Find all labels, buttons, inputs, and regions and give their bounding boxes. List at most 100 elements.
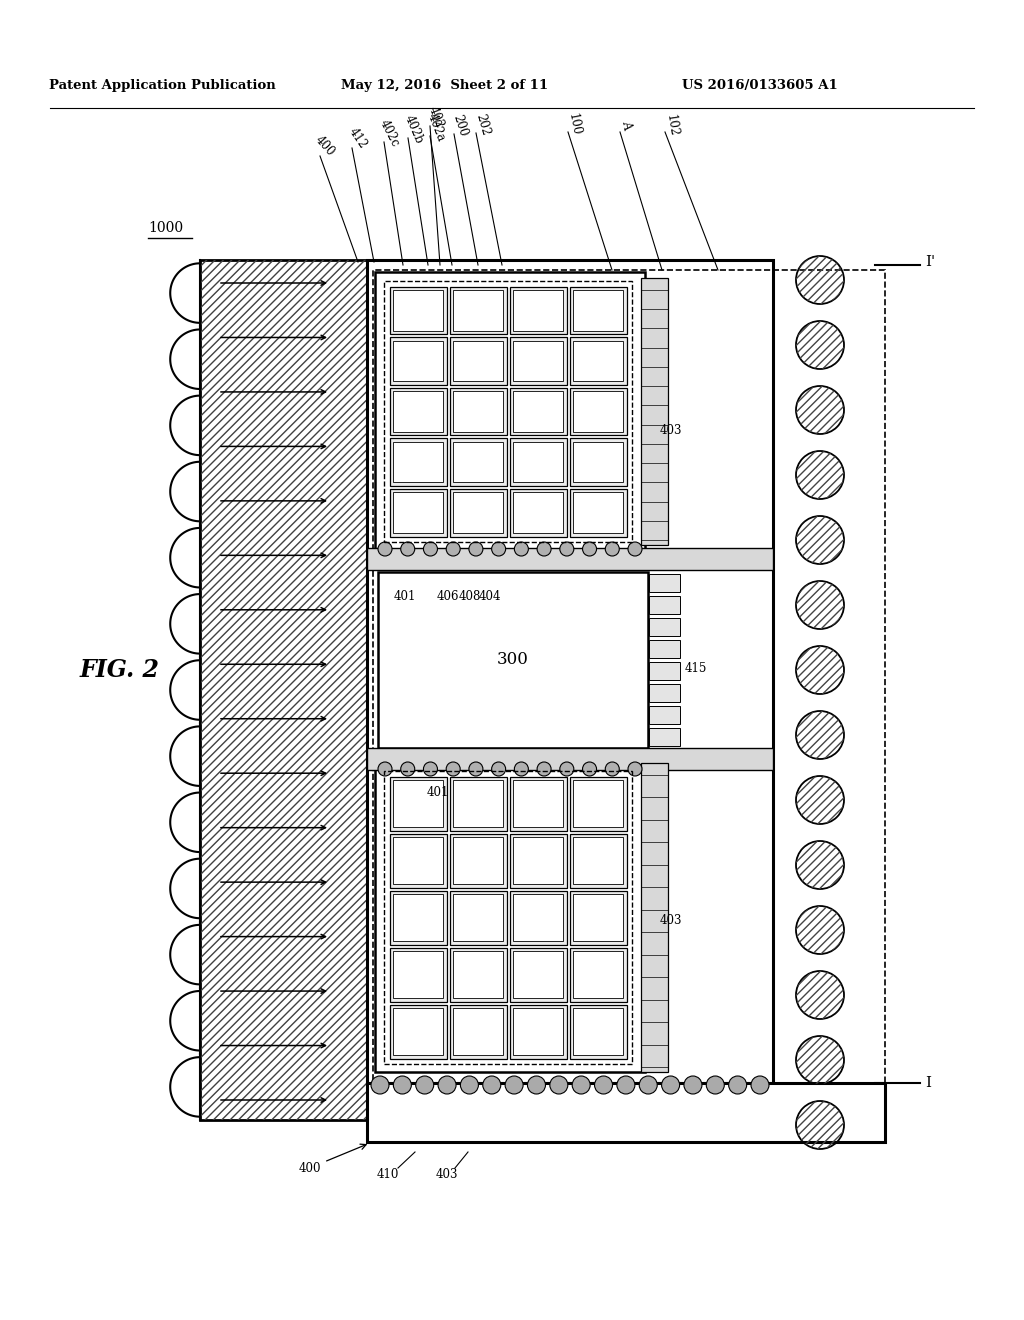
- Bar: [450, 388, 507, 436]
- Bar: [649, 618, 680, 636]
- Bar: [373, 271, 885, 1082]
- Text: 410: 410: [377, 1168, 399, 1181]
- Bar: [649, 597, 680, 614]
- Bar: [649, 706, 680, 723]
- Bar: [513, 950, 563, 998]
- Bar: [367, 748, 773, 770]
- Bar: [453, 837, 503, 884]
- Bar: [510, 337, 566, 384]
- Bar: [573, 492, 623, 533]
- Bar: [393, 442, 443, 482]
- Bar: [513, 894, 563, 941]
- Bar: [573, 1008, 623, 1055]
- Bar: [569, 776, 627, 830]
- Circle shape: [639, 1076, 657, 1094]
- Circle shape: [628, 762, 642, 776]
- Circle shape: [514, 543, 528, 556]
- Circle shape: [595, 1076, 612, 1094]
- Bar: [453, 492, 503, 533]
- Bar: [649, 729, 680, 746]
- Text: 402a: 402a: [425, 112, 447, 144]
- Bar: [513, 837, 563, 884]
- Bar: [453, 950, 503, 998]
- Bar: [510, 488, 566, 536]
- Text: I: I: [925, 1076, 931, 1090]
- Bar: [450, 337, 507, 384]
- Bar: [378, 572, 648, 748]
- Text: 408: 408: [459, 590, 481, 602]
- Bar: [450, 488, 507, 536]
- Bar: [573, 780, 623, 828]
- Circle shape: [378, 762, 392, 776]
- Text: 202: 202: [473, 112, 492, 137]
- Circle shape: [707, 1076, 724, 1094]
- Bar: [393, 837, 443, 884]
- Text: 200: 200: [451, 114, 470, 139]
- Circle shape: [616, 1076, 635, 1094]
- Bar: [389, 337, 446, 384]
- Circle shape: [605, 543, 620, 556]
- Bar: [513, 442, 563, 482]
- Circle shape: [538, 762, 551, 776]
- Bar: [573, 894, 623, 941]
- Text: 403: 403: [660, 913, 683, 927]
- Circle shape: [583, 543, 597, 556]
- Bar: [510, 891, 566, 945]
- Bar: [384, 771, 632, 1064]
- Bar: [389, 286, 446, 334]
- Bar: [393, 341, 443, 381]
- Bar: [569, 286, 627, 334]
- Circle shape: [514, 762, 528, 776]
- Bar: [510, 438, 566, 486]
- Bar: [573, 950, 623, 998]
- Bar: [513, 492, 563, 533]
- Bar: [393, 1008, 443, 1055]
- Circle shape: [729, 1076, 746, 1094]
- Text: 402: 402: [426, 104, 446, 131]
- Bar: [649, 663, 680, 680]
- Bar: [569, 833, 627, 887]
- Text: 415: 415: [685, 661, 708, 675]
- Bar: [450, 948, 507, 1002]
- Bar: [389, 438, 446, 486]
- Bar: [569, 948, 627, 1002]
- Circle shape: [492, 762, 506, 776]
- Bar: [200, 260, 367, 1119]
- Circle shape: [560, 543, 573, 556]
- Bar: [641, 763, 668, 1072]
- Circle shape: [628, 543, 642, 556]
- Circle shape: [751, 1076, 769, 1094]
- Bar: [573, 837, 623, 884]
- Bar: [453, 290, 503, 330]
- Circle shape: [469, 543, 483, 556]
- Bar: [513, 780, 563, 828]
- Bar: [389, 488, 446, 536]
- Bar: [569, 337, 627, 384]
- Bar: [367, 260, 773, 1082]
- Text: 402b: 402b: [402, 114, 426, 145]
- Bar: [569, 891, 627, 945]
- Bar: [450, 833, 507, 887]
- Circle shape: [393, 1076, 412, 1094]
- Circle shape: [424, 762, 437, 776]
- Text: 401: 401: [394, 590, 416, 602]
- Bar: [510, 948, 566, 1002]
- Text: 406: 406: [437, 590, 459, 602]
- Bar: [649, 574, 680, 591]
- Circle shape: [446, 762, 460, 776]
- Bar: [367, 1082, 885, 1142]
- Bar: [450, 438, 507, 486]
- Bar: [513, 1008, 563, 1055]
- Circle shape: [438, 1076, 456, 1094]
- Bar: [389, 388, 446, 436]
- Text: 403: 403: [436, 1168, 459, 1181]
- Bar: [450, 1005, 507, 1059]
- Bar: [569, 388, 627, 436]
- Bar: [450, 776, 507, 830]
- Text: FIG. 2: FIG. 2: [80, 657, 160, 682]
- Text: 1000: 1000: [148, 220, 183, 235]
- Bar: [510, 388, 566, 436]
- Bar: [453, 1008, 503, 1055]
- Circle shape: [378, 543, 392, 556]
- Bar: [513, 391, 563, 432]
